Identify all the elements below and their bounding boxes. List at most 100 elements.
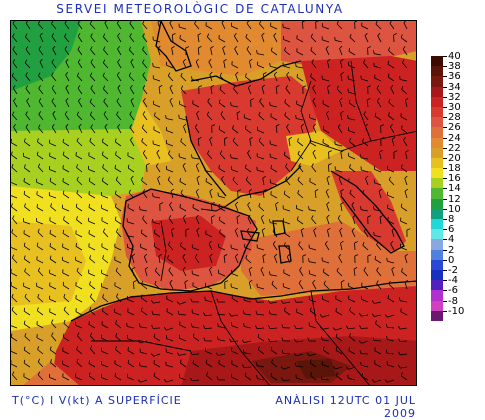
legend-swatch [431, 76, 443, 86]
legend-swatch [431, 229, 443, 239]
analysis-label: ANÀLISI 12UTC 01 JUL 2009 [240, 394, 416, 420]
wind-barb-feather [193, 204, 194, 208]
legend-row: 6 [431, 229, 479, 239]
legend-tick [443, 107, 447, 108]
legend-tick [443, 311, 447, 312]
wind-barb-feather [76, 295, 77, 299]
wind-barb-shaft [153, 315, 160, 316]
wind-barb-feather [115, 373, 116, 377]
legend-tick [443, 239, 447, 240]
wind-barb-shaft [134, 282, 135, 289]
page-title: SERVEI METEOROLÒGIC DE CATALUNYA [0, 2, 400, 16]
wind-barb-feather [63, 165, 64, 169]
wind-barb-feather [231, 102, 232, 106]
legend-row: 10 [431, 209, 479, 219]
legend-tick [443, 260, 447, 261]
legend-swatch [431, 66, 443, 76]
legend-tick [443, 219, 447, 220]
legend-tick [443, 97, 447, 98]
wind-barb-feather [219, 360, 220, 364]
legend-swatch [431, 127, 443, 137]
legend-swatch [431, 168, 443, 178]
legend-tick [443, 280, 447, 281]
temperature-map-graphic [11, 21, 417, 386]
legend-tick [443, 138, 447, 139]
legend-tick [443, 66, 447, 67]
wind-barb-feather [219, 165, 220, 168]
legend-swatch [431, 209, 443, 219]
wind-barb-feather [180, 35, 181, 39]
wind-barb-feather [76, 152, 77, 156]
legend-swatch [431, 260, 443, 270]
wind-barb-feather [37, 204, 38, 208]
weather-map [10, 20, 417, 386]
wind-barb-feather [89, 321, 90, 324]
wind-barb-feather [271, 165, 272, 168]
legend-swatch [431, 290, 443, 300]
legend-tick [443, 209, 447, 210]
wind-barb-feather [388, 217, 389, 221]
wind-barb-feather [270, 102, 271, 105]
legend-swatch [431, 199, 443, 209]
wind-barb-feather [89, 230, 90, 234]
wind-barb-feather [37, 334, 38, 338]
legend-tick [443, 87, 447, 88]
legend-row: 8 [431, 219, 479, 229]
wind-barb-shaft [192, 354, 199, 355]
wind-barb-feather [335, 37, 336, 40]
legend-tick [443, 301, 447, 302]
legend-row: -10 [431, 311, 479, 321]
wind-barb-feather [323, 139, 324, 143]
legend-label: 26 [448, 123, 461, 133]
legend-tick [443, 188, 447, 189]
legend-tick [443, 56, 447, 57]
legend-swatch [431, 280, 443, 290]
wind-barb-feather [232, 61, 233, 64]
legend-tick [443, 290, 447, 291]
wind-barb-feather [63, 178, 64, 182]
wind-barb-feather [89, 191, 90, 194]
legend-label: 36 [448, 72, 461, 82]
wind-barb-feather [349, 347, 350, 351]
legend-label: -8 [448, 297, 458, 307]
legend-label: 24 [448, 134, 461, 144]
wind-barb-feather [37, 191, 38, 195]
legend-swatch [431, 87, 443, 97]
mild-sea-area [11, 129, 146, 196]
legend-label: -6 [448, 286, 458, 296]
wind-barb-feather [219, 204, 220, 208]
legend-tick [443, 229, 447, 230]
wind-barb-shaft [355, 243, 356, 250]
legend-tick [443, 270, 447, 271]
legend-tick [443, 199, 447, 200]
legend-swatch [431, 117, 443, 127]
legend-swatch [431, 301, 443, 311]
wind-barb-feather [89, 360, 90, 364]
wind-barb-shaft [212, 204, 213, 211]
wind-barb-feather [154, 360, 155, 364]
legend-swatch [431, 188, 443, 198]
legend-tick [443, 178, 447, 179]
legend-swatch [431, 107, 443, 117]
legend-row: 4 [431, 239, 479, 249]
legend-swatch [431, 97, 443, 107]
wind-barb-feather [271, 191, 272, 195]
wind-barb-feather [271, 373, 272, 376]
legend-swatch [431, 56, 443, 66]
wind-barb-shaft [361, 328, 368, 329]
legend-tick [443, 168, 447, 169]
wind-barb-feather [206, 178, 207, 182]
legend-tick [443, 117, 447, 118]
variable-label: T(°C) I V(kt) A SUPERFÍCIE [12, 394, 182, 407]
legend-tick [443, 148, 447, 149]
wind-barb-feather [296, 63, 297, 67]
wind-barb-shaft [212, 217, 213, 224]
legend-swatch [431, 270, 443, 280]
wind-barb-feather [374, 232, 375, 236]
legend-tick [443, 76, 447, 77]
wind-barb-feather [270, 63, 271, 66]
legend-label: 14 [448, 184, 461, 194]
legend-label: -10 [448, 307, 464, 317]
legend-swatch [431, 250, 443, 260]
legend-swatch [431, 178, 443, 188]
